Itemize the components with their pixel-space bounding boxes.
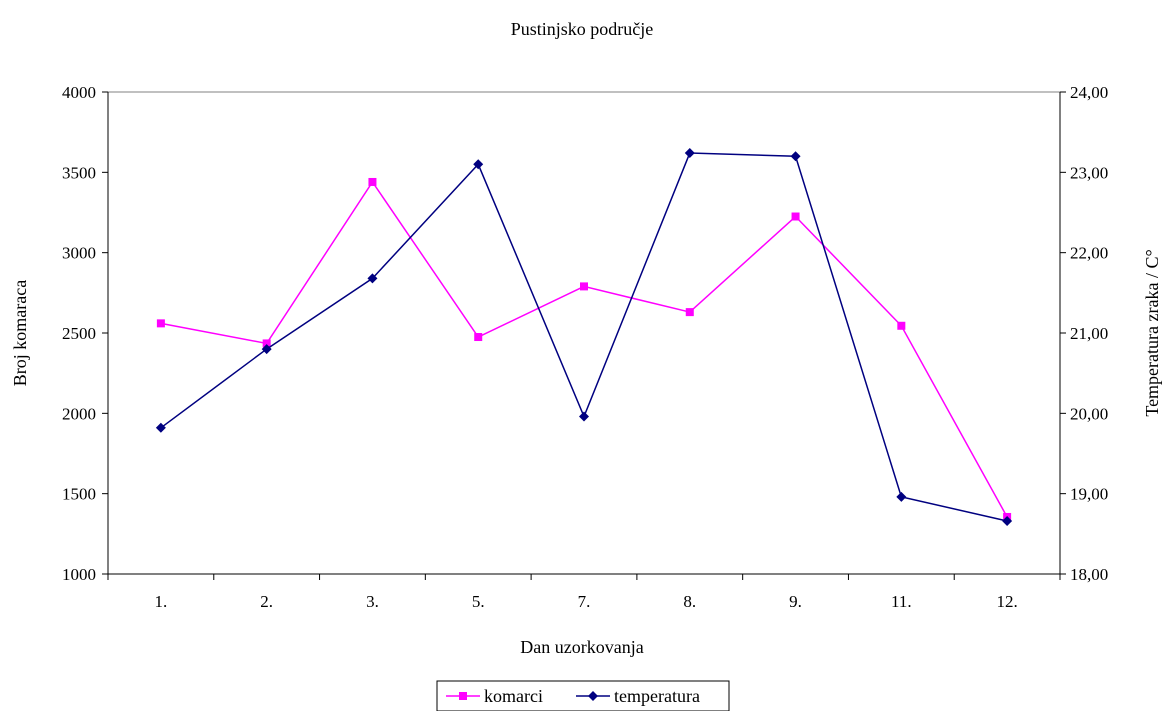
x-axis-title: Dan uzorkovanja (520, 637, 643, 657)
series-layer (155, 148, 1013, 526)
data-point-temperatura (261, 344, 272, 355)
legend-komarci-label: komarci (484, 686, 543, 706)
x-ticks: 1. 2. 3. 5. 7. 8. 9. 11. 12. (107, 574, 1061, 611)
legend-temperatura-label: temperatura (614, 686, 700, 706)
x-tick-label: 9. (789, 592, 802, 611)
y-tick-label: 3500 (62, 163, 96, 182)
legend-box (436, 680, 730, 711)
data-point-temperatura (790, 151, 801, 162)
series-komarci (156, 177, 1012, 521)
data-point-temperatura (684, 148, 695, 159)
y-axis-title: Broj komaraca (10, 280, 30, 386)
y-tick-label: 1000 (62, 565, 96, 584)
data-point-temperatura (367, 273, 378, 284)
data-point-komarci (897, 321, 906, 330)
data-point-komarci (685, 308, 694, 317)
x-tick-label: 1. (155, 592, 168, 611)
x-tick-label: 5. (472, 592, 485, 611)
y-tick-label: 4000 (62, 83, 96, 102)
data-point-temperatura (1002, 515, 1013, 526)
y2-tick-label: 19,00 (1070, 485, 1108, 504)
y2-tick-label: 18,00 (1070, 565, 1108, 584)
series-temperatura (155, 148, 1013, 526)
x-tick-label: 8. (683, 592, 696, 611)
y2-tick-label: 24,00 (1070, 83, 1108, 102)
x-tick-label: 7. (578, 592, 591, 611)
y2-tick-label: 21,00 (1070, 324, 1108, 343)
axes (107, 91, 1061, 575)
data-point-komarci (791, 212, 800, 221)
y-tick-label: 1500 (62, 485, 96, 504)
y2-tick-label: 20,00 (1070, 404, 1108, 423)
data-point-temperatura (579, 411, 589, 422)
data-point-komarci (156, 319, 165, 328)
data-point-komarci (368, 177, 377, 186)
legend-komarci-marker (459, 692, 467, 700)
legend-temperatura-marker (588, 691, 598, 701)
y2-axis-title: Temperatura zraka / C° (1142, 249, 1162, 416)
x-tick-label: 11. (891, 592, 912, 611)
data-point-komarci (262, 339, 271, 348)
y2-tick-label: 22,00 (1070, 244, 1108, 263)
series-line-temperatura (160, 152, 1008, 522)
series-line-komarci (160, 180, 1008, 518)
data-point-komarci (580, 282, 588, 291)
y-ticks: 1000 1500 2000 2500 3000 3500 4000 (62, 83, 108, 584)
data-point-temperatura (896, 491, 907, 502)
legend: komarci temperatura (436, 680, 730, 711)
y2-ticks: 18,00 19,00 20,00 21,00 22,00 23,00 24,00 (1060, 83, 1108, 584)
data-point-temperatura (155, 422, 166, 433)
y2-tick-label: 23,00 (1070, 163, 1108, 182)
x-tick-label: 3. (366, 592, 379, 611)
y-tick-label: 3000 (62, 244, 96, 263)
x-tick-label: 2. (260, 592, 273, 611)
y-tick-label: 2500 (62, 324, 96, 343)
data-point-komarci (474, 333, 483, 342)
x-tick-label: 12. (996, 592, 1017, 611)
chart-title: Pustinjsko područje (511, 19, 654, 39)
y-tick-label: 2000 (62, 404, 96, 423)
data-point-temperatura (473, 159, 484, 170)
